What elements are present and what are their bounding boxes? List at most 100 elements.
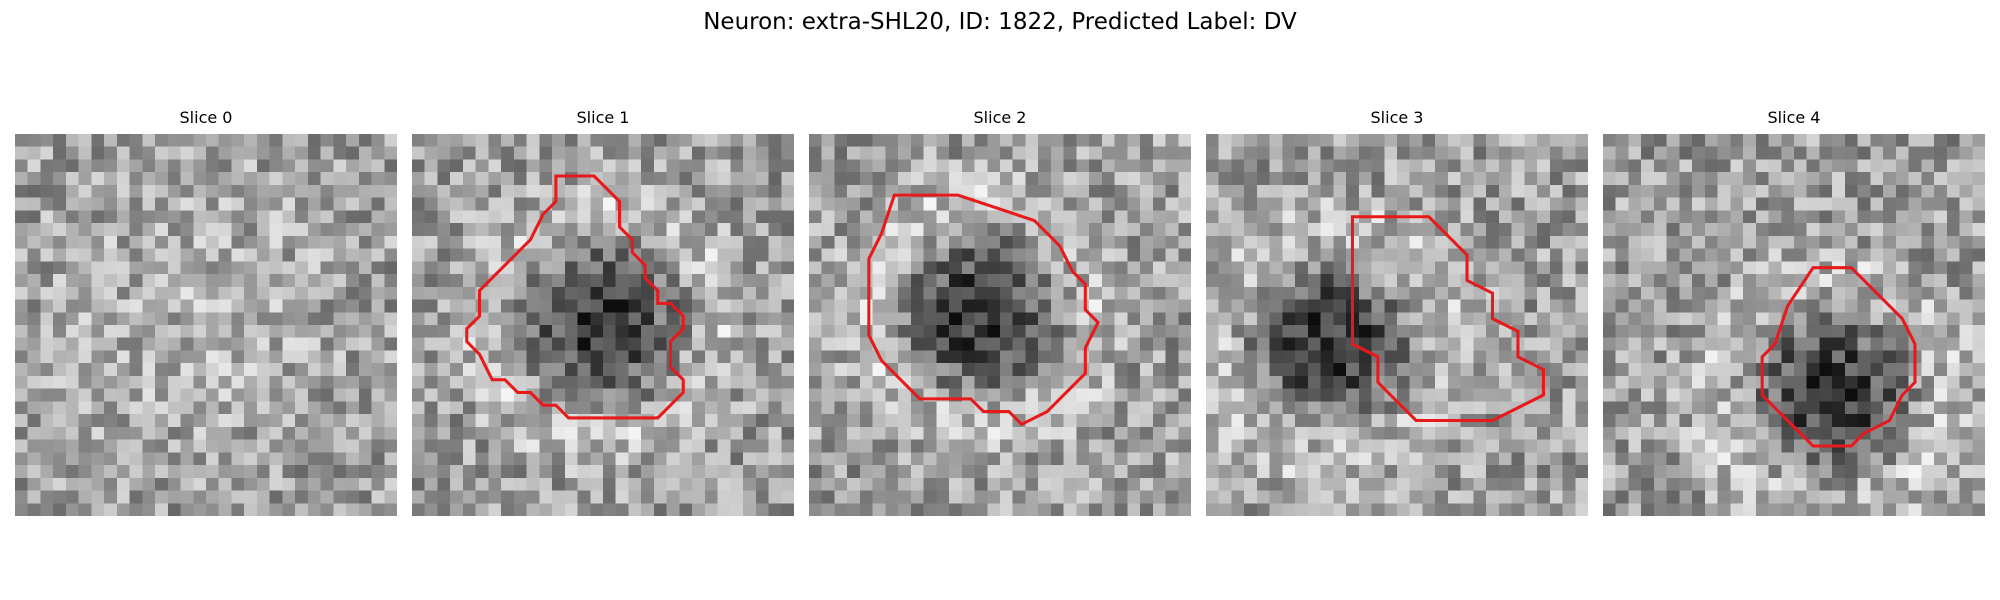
image-pixel xyxy=(1781,452,1795,466)
image-pixel xyxy=(1717,337,1731,351)
image-pixel xyxy=(1231,325,1245,338)
image-pixel xyxy=(91,210,105,224)
image-pixel xyxy=(1486,465,1500,479)
image-pixel xyxy=(475,210,489,224)
image-pixel xyxy=(1844,248,1858,262)
image-pixel xyxy=(809,248,822,262)
image-pixel xyxy=(1244,452,1258,466)
image-pixel xyxy=(615,465,629,479)
image-pixel xyxy=(78,388,92,402)
image-pixel xyxy=(590,363,604,377)
image-pixel xyxy=(116,337,130,351)
image-pixel xyxy=(781,325,794,338)
image-pixel xyxy=(1768,172,1782,186)
image-pixel xyxy=(1603,465,1616,479)
image-pixel xyxy=(1717,388,1731,402)
image-pixel xyxy=(1101,172,1115,186)
image-pixel xyxy=(590,452,604,466)
image-pixel xyxy=(847,490,861,504)
image-pixel xyxy=(1832,159,1846,173)
image-pixel xyxy=(1165,184,1179,198)
image-pixel xyxy=(1165,439,1179,453)
image-pixel xyxy=(743,325,757,338)
image-pixel xyxy=(1743,159,1757,173)
image-pixel xyxy=(1012,477,1026,491)
image-pixel xyxy=(1486,223,1500,237)
image-pixel xyxy=(961,172,975,186)
image-pixel xyxy=(1794,388,1807,402)
image-pixel xyxy=(923,197,937,211)
image-pixel xyxy=(1127,172,1141,186)
image-pixel xyxy=(539,465,553,479)
image-pixel xyxy=(1460,286,1474,300)
image-pixel xyxy=(412,337,425,351)
image-pixel xyxy=(1755,146,1769,160)
image-pixel xyxy=(974,388,988,402)
image-pixel xyxy=(15,439,28,453)
image-pixel xyxy=(155,172,169,186)
image-pixel xyxy=(1768,299,1782,313)
image-pixel xyxy=(1641,375,1655,389)
image-pixel xyxy=(1666,325,1680,338)
image-pixel xyxy=(1844,375,1858,389)
image-pixel xyxy=(717,172,731,186)
image-pixel xyxy=(1076,388,1090,402)
image-pixel xyxy=(526,401,540,415)
image-pixel xyxy=(603,414,616,428)
image-pixel xyxy=(834,350,848,364)
image-pixel xyxy=(295,210,309,224)
image-pixel xyxy=(1231,172,1245,186)
image-pixel xyxy=(564,465,578,479)
image-pixel xyxy=(384,375,397,389)
image-pixel xyxy=(1537,172,1551,186)
image-pixel xyxy=(53,388,67,402)
image-pixel xyxy=(1537,210,1551,224)
image-pixel xyxy=(450,197,464,211)
image-pixel xyxy=(1666,197,1680,211)
image-pixel xyxy=(1231,388,1245,402)
image-pixel xyxy=(847,172,861,186)
image-pixel xyxy=(333,134,347,147)
image-pixel xyxy=(1692,414,1706,428)
image-pixel xyxy=(142,146,156,160)
image-pixel xyxy=(1666,159,1680,173)
image-pixel xyxy=(450,210,464,224)
image-pixel xyxy=(1435,452,1449,466)
image-pixel xyxy=(1819,286,1833,300)
image-pixel xyxy=(307,503,321,516)
image-pixel xyxy=(730,184,744,198)
image-pixel xyxy=(513,477,527,491)
image-pixel xyxy=(180,261,194,275)
image-pixel xyxy=(847,159,861,173)
image-pixel xyxy=(307,248,321,262)
image-pixel xyxy=(1934,312,1948,326)
image-pixel xyxy=(1549,184,1563,198)
image-pixel xyxy=(1641,350,1655,364)
image-pixel xyxy=(1844,197,1858,211)
image-pixel xyxy=(1206,388,1219,402)
image-pixel xyxy=(320,223,334,237)
image-pixel xyxy=(1794,375,1807,389)
image-pixel xyxy=(1959,312,1973,326)
image-pixel xyxy=(1295,401,1309,415)
image-pixel xyxy=(628,439,642,453)
image-pixel xyxy=(1371,490,1385,504)
image-pixel xyxy=(1244,426,1258,440)
image-pixel xyxy=(1755,210,1769,224)
image-pixel xyxy=(755,337,769,351)
image-pixel xyxy=(333,490,347,504)
image-pixel xyxy=(1755,337,1769,351)
image-pixel xyxy=(1819,388,1833,402)
slice-0-image xyxy=(15,134,397,516)
image-pixel xyxy=(244,274,258,288)
image-pixel xyxy=(167,337,181,351)
image-pixel xyxy=(1435,350,1449,364)
image-pixel xyxy=(1806,286,1820,300)
image-pixel xyxy=(1934,477,1948,491)
image-pixel xyxy=(821,299,835,313)
image-pixel xyxy=(1038,414,1052,428)
image-pixel xyxy=(1307,337,1321,351)
image-pixel xyxy=(704,388,718,402)
image-pixel xyxy=(78,503,92,516)
image-pixel xyxy=(1371,414,1385,428)
